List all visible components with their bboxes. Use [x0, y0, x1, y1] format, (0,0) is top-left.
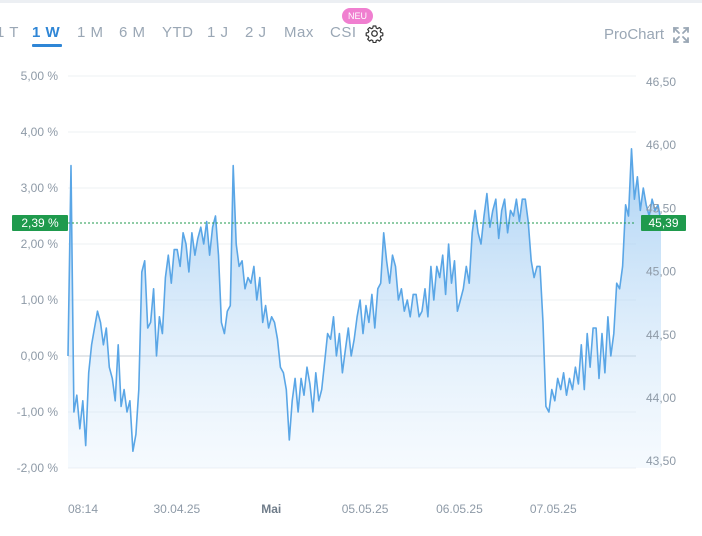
series-line [67, 148, 662, 452]
current-percent-label: 2,39 % [21, 216, 59, 230]
tab-1m[interactable]: 1 M [77, 24, 104, 41]
tab-1t[interactable]: 1 T [0, 24, 19, 41]
y2-tick-label: 43,50 [646, 454, 676, 468]
x-tick-label: Mai [261, 502, 281, 516]
y2-tick-label: 45,50 [646, 201, 676, 215]
y-tick-label: -2,00 % [17, 461, 59, 475]
current-percent-tag [12, 215, 68, 231]
expand-icon[interactable] [672, 26, 690, 44]
tab-1j[interactable]: 1 J [207, 24, 229, 41]
active-tab-underline [32, 44, 62, 47]
tab-ytd[interactable]: YTD [162, 24, 194, 41]
x-tick-label: 30.04.25 [154, 502, 201, 516]
tab-max[interactable]: Max [284, 24, 314, 41]
y-tick-label: -1,00 % [17, 405, 59, 419]
y2-tick-label: 46,50 [646, 75, 676, 89]
x-tick-label: 06.05.25 [436, 502, 483, 516]
y2-tick-label: 46,00 [646, 138, 676, 152]
tab-6m[interactable]: 6 M [119, 24, 146, 41]
new-badge: NEU [342, 8, 374, 24]
tab-2j[interactable]: 2 J [245, 24, 267, 41]
prochart-link[interactable]: ProChart [604, 26, 665, 43]
y-tick-label: 2,00 % [21, 237, 59, 251]
y2-tick-label: 44,00 [646, 391, 676, 405]
current-price-label: 45,39 [648, 216, 678, 230]
top-border [0, 0, 702, 3]
x-tick-label: 05.05.25 [342, 502, 389, 516]
tab-1w[interactable]: 1 W [32, 24, 61, 41]
tab-csi[interactable]: CSI [330, 24, 357, 41]
x-tick-label: 08:14 [68, 502, 98, 516]
y-tick-label: 0,00 % [21, 349, 59, 363]
y2-tick-label: 44,50 [646, 328, 676, 342]
y-tick-label: 3,00 % [21, 181, 59, 195]
current-price-tag [641, 215, 686, 231]
x-tick-label: 07.05.25 [530, 502, 577, 516]
gear-icon[interactable] [365, 24, 384, 43]
series-area [68, 148, 661, 469]
y-tick-label: 4,00 % [21, 125, 59, 139]
y2-tick-label: 45,00 [646, 265, 676, 279]
y-tick-label: 1,00 % [21, 293, 59, 307]
y-tick-label: 5,00 % [21, 69, 59, 83]
